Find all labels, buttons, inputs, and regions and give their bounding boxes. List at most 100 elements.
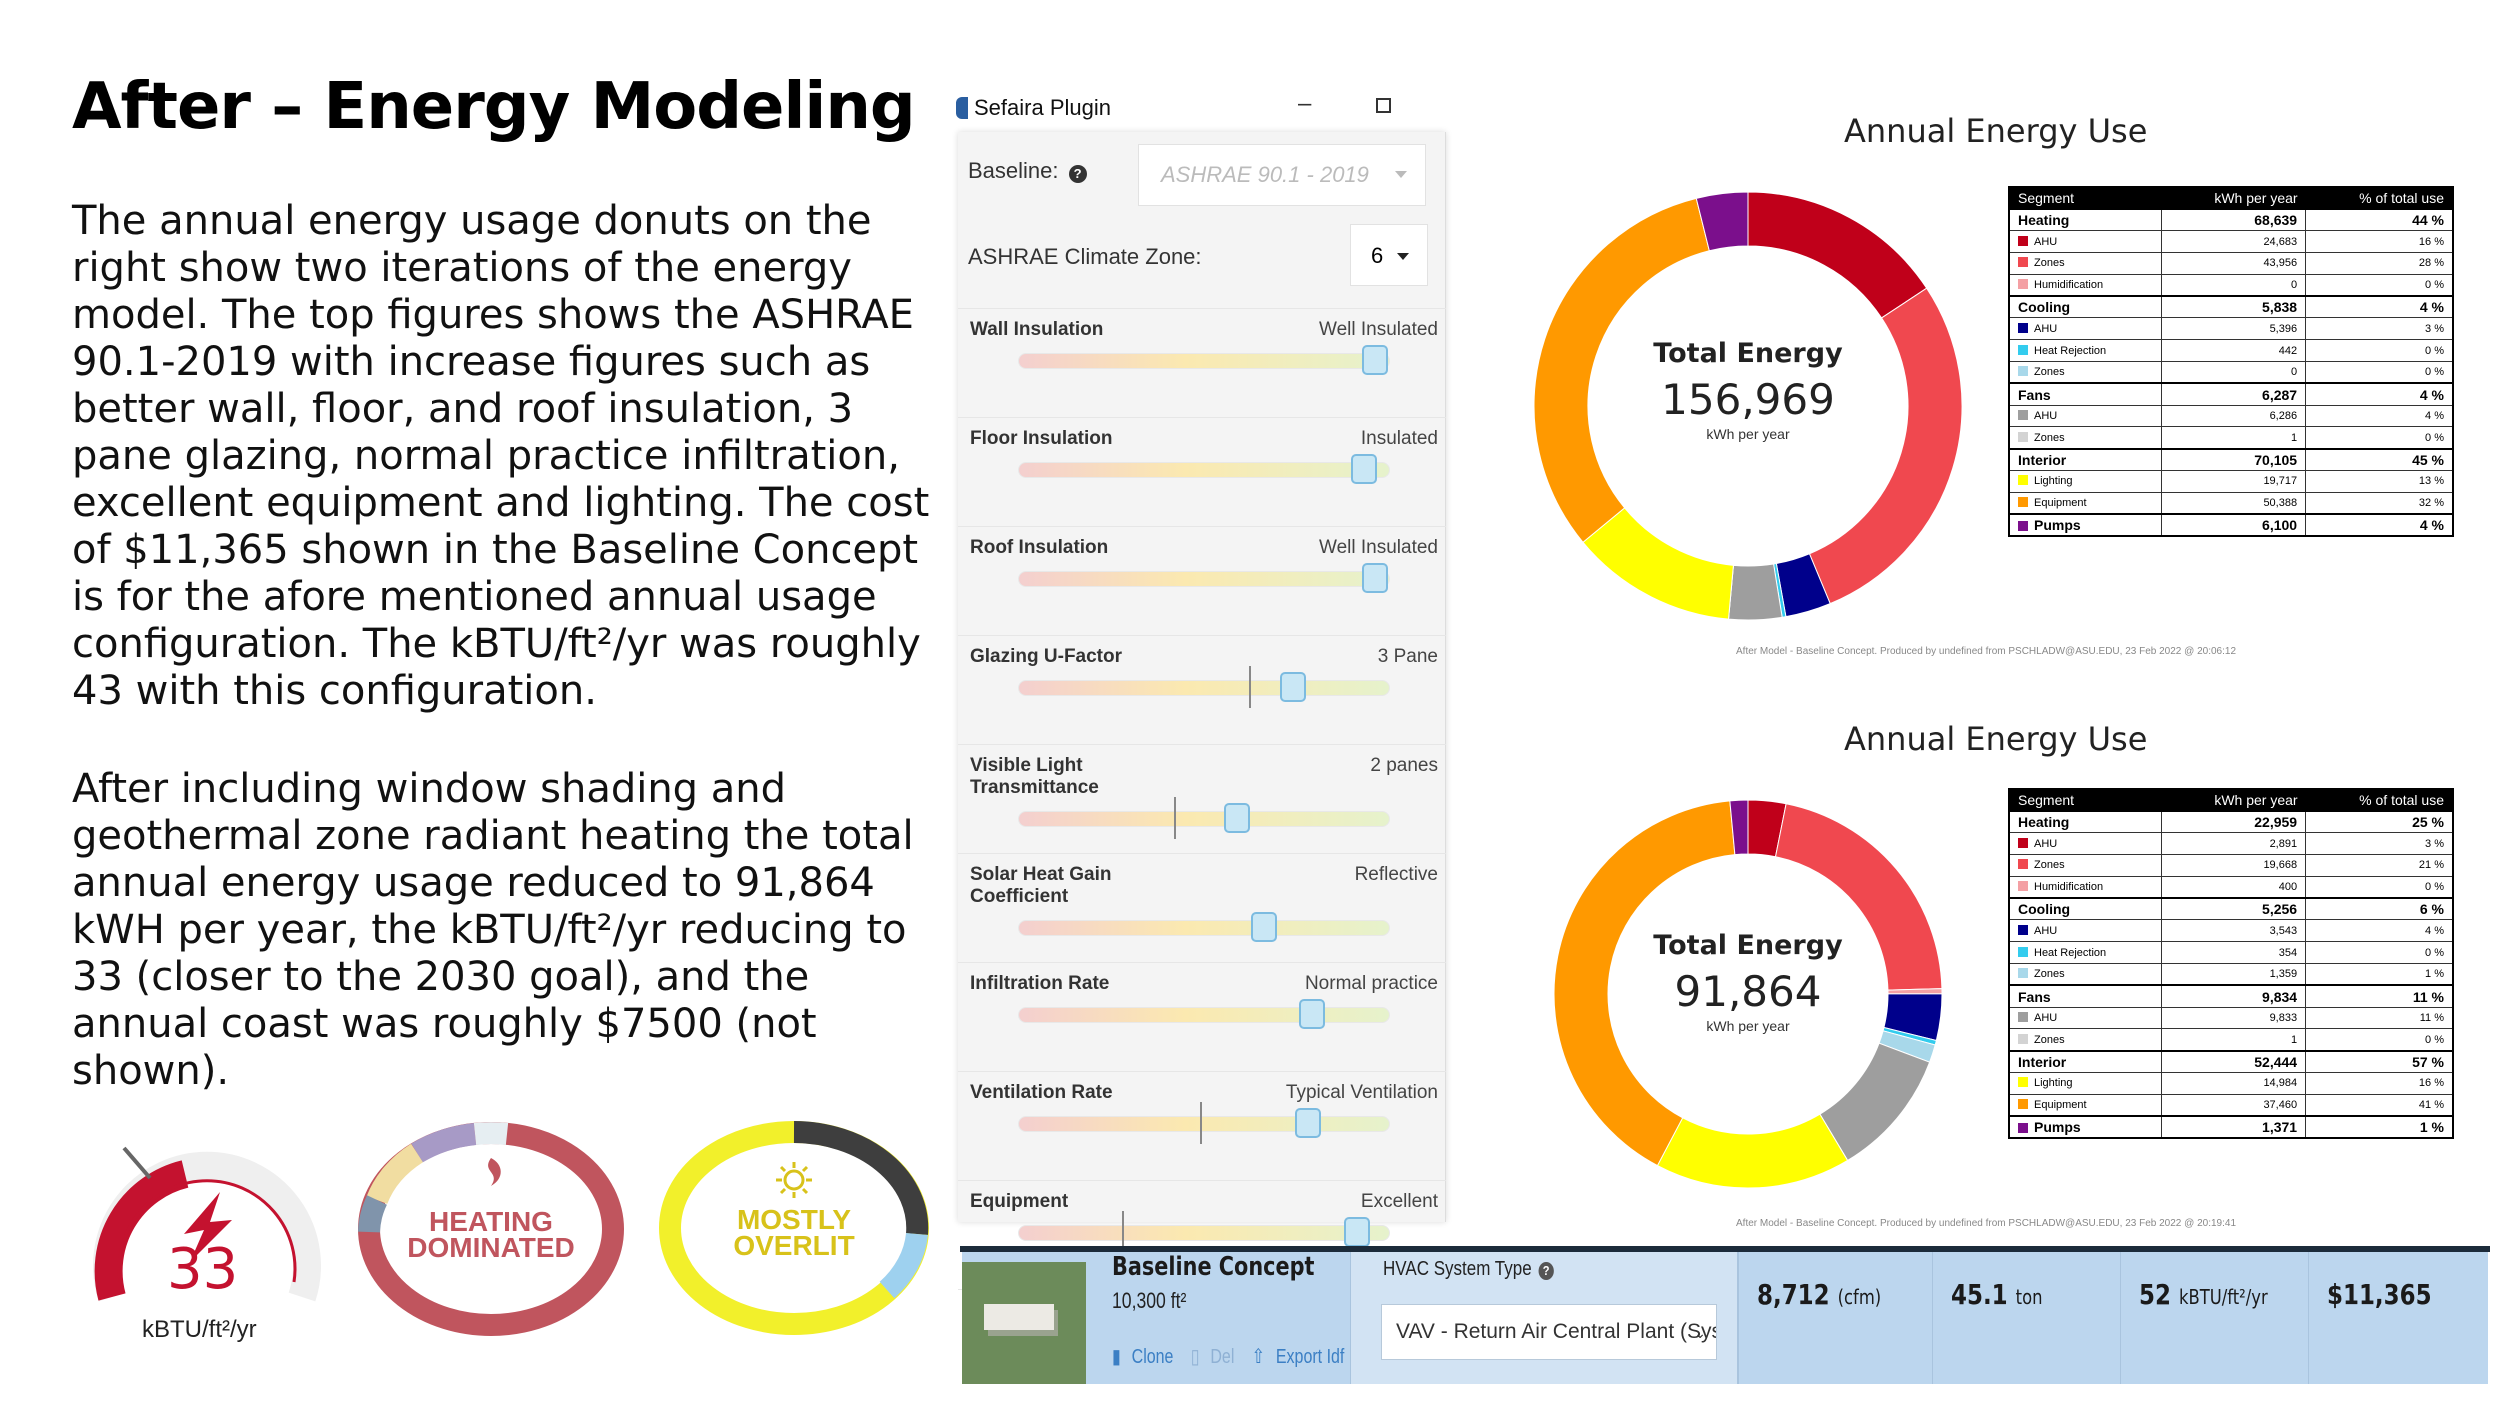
slider-track[interactable] [1018,571,1390,587]
kwh-cell: 3,543 [2161,919,2307,943]
table-header: Segment [2009,187,2162,209]
segment-cell: Lighting [2008,1072,2163,1095]
table-row: Zones 43,956 28 % [2008,252,2454,275]
table-row: Lighting 14,984 16 % [2008,1072,2454,1095]
help-icon[interactable]: ? [1068,165,1087,183]
slider-baseline-marker [1122,1211,1125,1253]
plugin-body: Baseline: ? ASHRAE 90.1 - 2019 ASHRAE Cl… [958,132,1446,1362]
energy-donut-2 [1553,799,1943,1189]
table-row: Equipment 37,460 41 % [2008,1093,2454,1117]
table-row: AHU 9,833 11 % [2008,1006,2454,1030]
table-row: Humidification 0 0 % [2008,273,2454,297]
flame-icon [488,1158,501,1186]
segment-name: Equipment [2034,1099,2087,1111]
kwh-cell: 5,396 [2161,317,2307,341]
table-row: AHU 24,683 16 % [2008,230,2454,254]
legend-swatch [2018,257,2028,268]
segment-cell: Zones [2008,963,2163,986]
table-row: Pumps 1,371 1 % [2008,1115,2454,1139]
energy-table-2: Segment kWh per year% of total use Heating… [2008,788,2454,1139]
legend-swatch [2018,1012,2028,1023]
kwh-cell: 22,959 [2161,810,2307,834]
percent-cell: 4 % [2305,404,2454,428]
segment-cell: AHU [2008,832,2163,856]
segment-name: Cooling [2018,299,2071,316]
legend-swatch [2018,946,2028,957]
heating-badge-line1: HEATING [429,1206,553,1237]
segment-cell: Pumps [2008,1115,2163,1139]
kwh-cell: 52,444 [2161,1049,2307,1074]
cost-value: $11,365 [2327,1278,2432,1311]
description-paragraph-2: After including window shading and geoth… [72,766,914,1094]
minimize-button[interactable]: – [1298,90,1312,117]
slider-track[interactable] [1018,1225,1390,1241]
maximize-button[interactable] [1376,98,1391,113]
climate-zone-label: ASHRAE Climate Zone: [968,244,1202,269]
table-row: Lighting 19,717 13 % [2008,470,2454,493]
export-idf-button[interactable]: ⇧ Export Idf [1252,1346,1351,1368]
segment-name: Zones [2034,366,2065,379]
slider-track[interactable] [1018,353,1390,369]
donut-slice-equipment [1553,800,1736,1167]
percent-cell: 0 % [2305,273,2454,297]
segment-cell: Interior [2008,1049,2163,1074]
delete-button[interactable]: ▯ Del [1191,1346,1241,1368]
slider-track[interactable] [1018,680,1390,696]
segment-cell: Equipment [2008,1093,2163,1117]
slider-baseline-marker [1174,797,1177,839]
slider-baseline-marker [1248,666,1251,708]
percent-cell: 16 % [2305,230,2454,254]
slider-track[interactable] [1018,811,1390,827]
table-row: Zones 0 0 % [2008,361,2454,384]
slider-track[interactable] [1018,1116,1390,1132]
slider-handle[interactable] [1280,672,1307,702]
baseline-select[interactable]: ASHRAE 90.1 - 2019 [1138,144,1426,206]
eui-gauge-value: 33 [167,1237,239,1302]
slider-row: Glazing U-Factor 3 Pane [958,635,1446,721]
tonnage-value: 45.1 [1951,1278,2008,1311]
hvac-label: HVAC System Type? [1383,1258,1554,1281]
airflow-value: 8,712 [1757,1278,1830,1311]
slider-track[interactable] [1018,462,1390,478]
slider-name: Visible Light Transmittance [970,755,1099,798]
segment-name: AHU [2034,1012,2058,1025]
hvac-system-select[interactable]: VAV - Return Air Central Plant (Syste ⌄ [1381,1304,1717,1360]
cost-metric: $11,365 [2308,1252,2488,1384]
slider-row: Ventilation Rate Typical Ventilation [958,1071,1446,1157]
donut-slice-fans-ahu [1727,563,1783,621]
heating-dominated-badge: HEATING DOMINATED [355,1120,627,1338]
legend-swatch [2018,431,2028,442]
concept-thumbnail[interactable] [962,1262,1086,1384]
legend-swatch [2018,344,2028,355]
slider-handle[interactable] [1295,1108,1322,1138]
table-header-row: Segment kWh per year% of total use [2009,789,2453,811]
eui-gauge-badge: 33 kBTU/ft²/yr [72,1122,342,1352]
percent-cell: 25 % [2305,810,2454,834]
help-icon[interactable]: ? [1538,1262,1554,1280]
segment-name: AHU [2034,322,2058,335]
slider-handle[interactable] [1298,999,1325,1029]
table-row: Zones 1 0 % [2008,426,2454,450]
legend-swatch [2018,235,2028,246]
slider-track[interactable] [1018,920,1390,936]
donut-1-center: Total Energy 156,969 kWh per year [1598,338,1898,442]
legend-swatch [2018,1123,2028,1134]
slider-handle[interactable] [1350,454,1377,484]
slider-handle[interactable] [1343,1217,1370,1247]
slider-handle[interactable] [1224,803,1251,833]
segment-name: Lighting [2034,475,2073,488]
slider-name: Ventilation Rate [970,1082,1113,1103]
slider-handle[interactable] [1362,563,1389,593]
climate-zone-select[interactable]: 6 [1350,224,1428,286]
table-row: AHU 3,543 4 % [2008,919,2454,943]
clone-button[interactable]: ▮ Clone [1112,1346,1180,1368]
airflow-metric: 8,712 (cfm) [1738,1252,1932,1384]
slider-name: Roof Insulation [970,537,1109,558]
percent-cell: 0 % [2305,339,2454,363]
slider-handle[interactable] [1250,912,1277,942]
concept-bar-top-border [960,1246,2490,1252]
slider-handle[interactable] [1362,345,1389,375]
slider-track[interactable] [1018,1007,1390,1023]
table-row: Heat Rejection 354 0 % [2008,941,2454,965]
percent-cell: 3 % [2305,317,2454,341]
